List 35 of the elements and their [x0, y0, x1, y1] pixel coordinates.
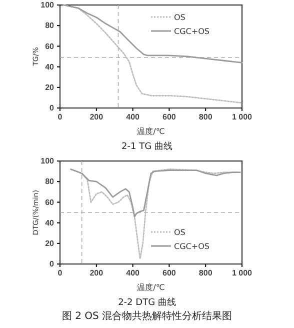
y-tick-label: 80 [45, 21, 55, 30]
legend-label: OS [174, 13, 186, 22]
y-tick-label: 0 [50, 104, 55, 113]
line-series [70, 168, 241, 218]
caption: 图 2 OS 混合物共热解特性分析结果图 [62, 310, 232, 322]
x-tick-label: 800 [198, 268, 213, 278]
text: 2-2 DTG 曲线 [118, 297, 176, 308]
x-tick-label: 600 [162, 268, 176, 278]
x-axis-title: 温度/℃ [137, 283, 165, 292]
x-tick-label: 800 [198, 112, 213, 122]
x-tick-label: 1 000 [232, 268, 253, 278]
x-tick-label: 400 [126, 268, 140, 278]
y-tick-label: 100 [40, 156, 55, 166]
y-tick-label: 0 [50, 260, 55, 269]
y-tick-label: 20 [45, 238, 55, 248]
y-tick-label: 60 [45, 198, 55, 207]
x-axis-title: 温度/℃ [137, 127, 165, 136]
y-tick-label: 40 [45, 218, 55, 228]
x-tick-label: 400 [126, 112, 140, 122]
y-tick-label: 40 [45, 62, 55, 72]
y-tick-label: 20 [45, 82, 55, 92]
y-tick-label: 100 [40, 0, 55, 10]
x-tick-label: 1 000 [232, 112, 253, 122]
legend-label: CGC+OS [174, 242, 210, 251]
legend-label: OS [174, 228, 186, 237]
y-tick-label: 80 [45, 177, 55, 186]
legend-label: CGC+OS [174, 27, 210, 36]
x-tick-label: 0 [58, 112, 63, 122]
text: 2-1 TG 曲线 [122, 141, 172, 152]
x-tick-label: 600 [162, 112, 176, 122]
y-tick-label: 60 [45, 42, 55, 51]
x-tick-label: 0 [58, 268, 63, 278]
line-series [62, 4, 243, 64]
x-tick-label: 200 [90, 112, 104, 122]
x-tick-label: 200 [90, 268, 104, 278]
